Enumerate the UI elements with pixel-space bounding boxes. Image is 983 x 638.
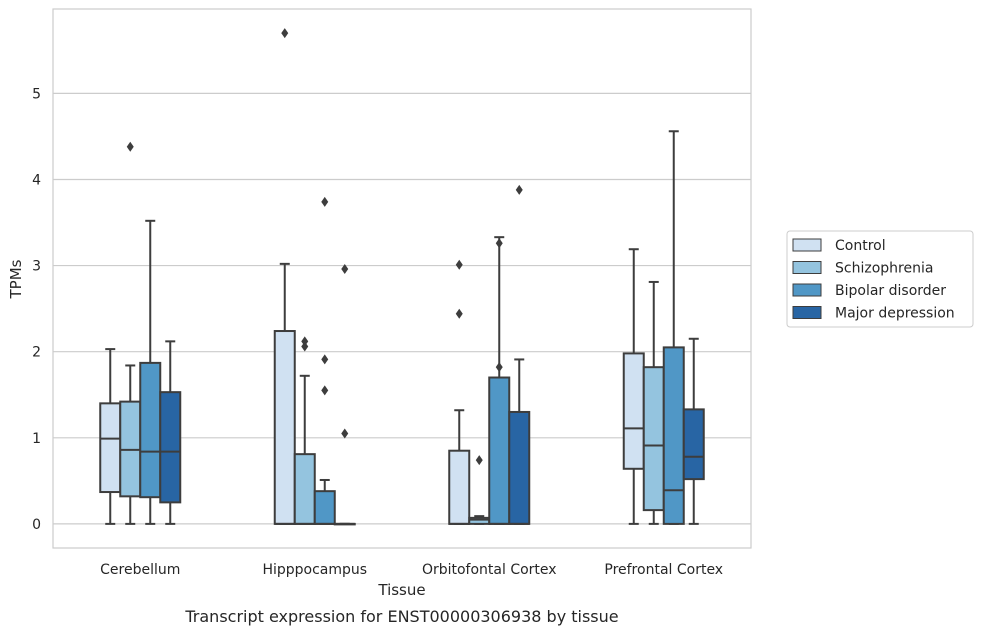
chart-caption: Transcript expression for ENST0000030693… [184, 607, 618, 626]
iqr-box [448, 449, 471, 525]
box-group [99, 348, 122, 525]
outlier-point [455, 259, 463, 270]
box-group [333, 264, 356, 526]
y-tick-label: 4 [32, 172, 41, 188]
box-group [273, 28, 296, 525]
iqr-box [642, 366, 665, 512]
legend-swatch [792, 238, 822, 252]
iqr-box [662, 346, 685, 525]
legend-swatch [792, 261, 822, 274]
box-group [313, 196, 336, 525]
legend-swatch [792, 306, 822, 319]
box-group [488, 236, 511, 525]
legend-item: Major depression [792, 306, 955, 322]
x-tick-label: Orbitofontal Cortex [422, 562, 557, 578]
y-axis-label: TPMs [7, 259, 25, 299]
box-group [682, 337, 705, 525]
outlier-point [341, 428, 349, 439]
legend-item: Bipolar disorder [792, 283, 946, 299]
iqr-box [508, 410, 531, 525]
legend-label: Major depression [835, 306, 955, 322]
box-group [293, 336, 316, 525]
iqr-box [293, 453, 316, 525]
legend-swatch [792, 283, 822, 297]
y-tick-label: 0 [32, 517, 41, 533]
iqr-box [99, 402, 122, 494]
box-group [622, 248, 645, 525]
legend-item: Control [792, 238, 886, 254]
y-tick-label: 5 [32, 86, 41, 102]
x-tick-label: Prefrontal Cortex [604, 562, 723, 578]
iqr-box [622, 352, 645, 470]
x-axis-label: Tissue [377, 581, 425, 599]
x-tick-label: Hipppocampus [262, 562, 367, 578]
y-tick-label: 2 [32, 345, 41, 361]
outlier-point [515, 184, 523, 195]
box-group [159, 340, 182, 525]
y-tick-label: 3 [32, 259, 41, 275]
legend-frame [786, 230, 974, 328]
box-layer [99, 28, 705, 526]
outlier-point [475, 455, 483, 466]
legend-label: Control [835, 238, 886, 254]
box-group [468, 455, 491, 525]
outlier-point [495, 362, 503, 373]
outlier-point [341, 264, 349, 275]
legend-label: Schizophrenia [835, 261, 933, 277]
iqr-box [159, 391, 182, 504]
outlier-point [455, 308, 463, 319]
outlier-point [281, 28, 289, 39]
x-tick-labels: Cerebellum Hipppocampus Orbitofontal Corte… [100, 562, 723, 578]
outlier-point [321, 196, 329, 207]
outlier-point [495, 238, 503, 249]
legend-label: Bipolar disorder [835, 283, 946, 299]
legend: Control Schizophrenia Bipolar disorder Majo… [786, 230, 974, 328]
y-tick-labels: 0 1 2 3 4 5 [32, 86, 41, 533]
x-tick-label: Cerebellum [100, 562, 180, 578]
y-tick-label: 1 [32, 431, 41, 447]
outlier-point [301, 341, 309, 352]
legend-item: Schizophrenia [792, 261, 933, 277]
outlier-point [126, 141, 134, 152]
outlier-point [301, 336, 309, 347]
outlier-point [321, 354, 329, 365]
plot-frame [52, 8, 752, 549]
iqr-box [139, 361, 162, 499]
iqr-box [682, 408, 705, 481]
box-group [508, 184, 531, 525]
iqr-box [488, 376, 511, 525]
outlier-point [321, 385, 329, 396]
iqr-box [313, 490, 336, 525]
iqr-box [273, 330, 296, 525]
box-group [662, 130, 685, 525]
box-group [448, 259, 471, 525]
